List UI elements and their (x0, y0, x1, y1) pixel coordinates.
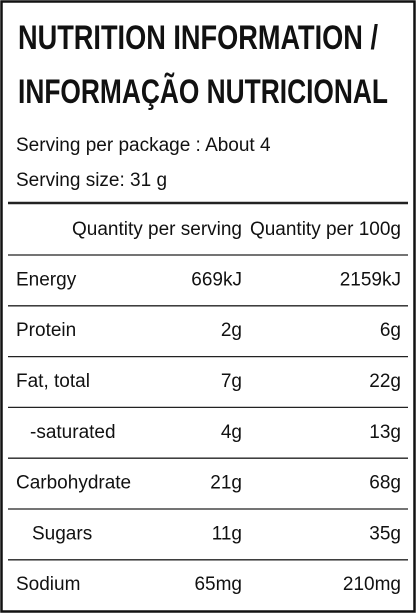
table-body: Energy 669kJ 2159kJ Protein 2g 6g Fat, total 7g… (8, 254, 408, 595)
nutrient-name: Sodium (16, 574, 80, 595)
per-serving: 2g (221, 320, 242, 341)
nutrient-name: Energy (16, 269, 77, 290)
nutrient-name: Protein (16, 320, 76, 341)
nutrient-name: -saturated (30, 422, 116, 443)
column-header: Quantity per 100g (250, 219, 401, 240)
per-serving: 669kJ (191, 269, 242, 290)
nutrient-name: Sugars (32, 523, 92, 544)
per-100g: 35g (369, 523, 401, 544)
per-100g: 22g (369, 371, 401, 392)
column-header: Quantity per serving (72, 219, 242, 240)
per-serving: 21g (210, 473, 242, 494)
per-100g: 2159kJ (340, 269, 401, 290)
title-line: INFORMAÇÃO NUTRICIONAL (18, 73, 388, 111)
nutrient-name: Fat, total (16, 371, 90, 392)
serving-size: Serving size: 31 g (16, 170, 167, 191)
per-serving: 65mg (194, 574, 242, 595)
per-100g: 68g (369, 473, 401, 494)
per-serving: 11g (212, 523, 242, 544)
per-100g: 13g (369, 422, 401, 443)
title-line: NUTRITION INFORMATION / (18, 19, 378, 57)
per-serving: 4g (221, 422, 242, 443)
serving-per-package: Serving per package : About 4 (16, 135, 271, 156)
per-100g: 6g (380, 320, 401, 341)
nutrient-name: Carbohydrate (16, 473, 131, 494)
per-100g: 210mg (343, 574, 401, 595)
per-serving: 7g (221, 371, 242, 392)
